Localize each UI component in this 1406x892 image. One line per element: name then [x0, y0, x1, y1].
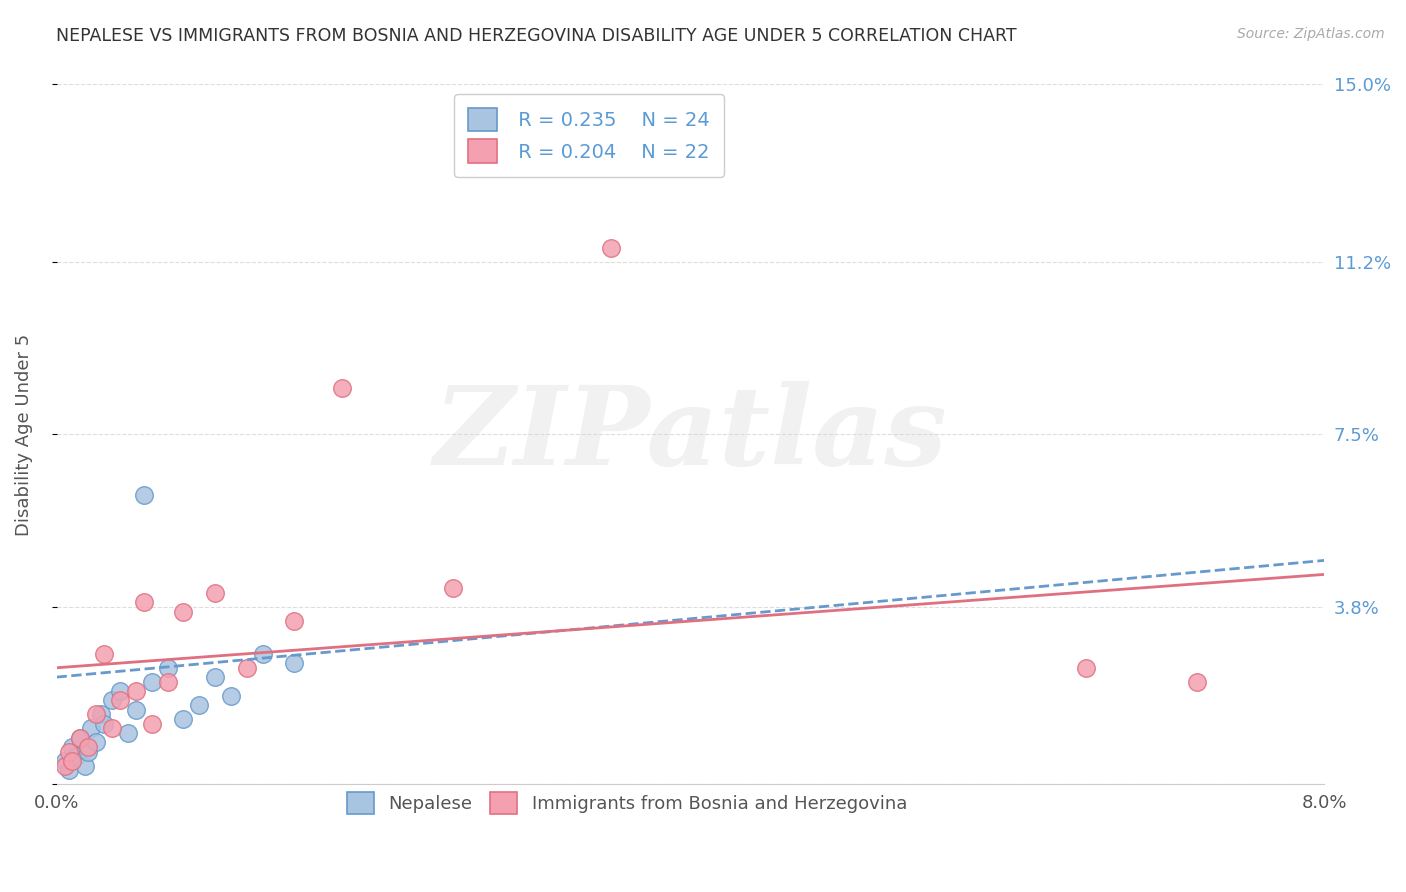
- Legend: Nepalese, Immigrants from Bosnia and Herzegovina: Nepalese, Immigrants from Bosnia and Her…: [336, 780, 918, 824]
- Point: [441, 582, 464, 596]
- Point: [172, 712, 194, 726]
- Point: [53, 758, 76, 772]
- Point: [172, 605, 194, 619]
- Point: [600, 241, 623, 255]
- Point: [141, 674, 163, 689]
- Point: [108, 693, 131, 707]
- Text: NEPALESE VS IMMIGRANTS FROM BOSNIA AND HERZEGOVINA DISABILITY AGE UNDER 5 CORREL: NEPALESE VS IMMIGRANTS FROM BOSNIA AND H…: [56, 27, 1017, 45]
- Point: [69, 731, 91, 745]
- Point: [69, 731, 91, 745]
- Point: [90, 707, 112, 722]
- Point: [132, 488, 155, 502]
- Point: [108, 684, 131, 698]
- Point: [132, 595, 155, 609]
- Point: [283, 614, 305, 628]
- Point: [252, 647, 274, 661]
- Point: [204, 670, 226, 684]
- Point: [125, 684, 148, 698]
- Point: [101, 693, 124, 707]
- Point: [235, 661, 257, 675]
- Point: [117, 726, 139, 740]
- Point: [58, 764, 80, 778]
- Point: [77, 740, 100, 755]
- Y-axis label: Disability Age Under 5: Disability Age Under 5: [15, 334, 32, 535]
- Point: [65, 749, 87, 764]
- Text: Source: ZipAtlas.com: Source: ZipAtlas.com: [1237, 27, 1385, 41]
- Point: [1076, 661, 1098, 675]
- Point: [156, 661, 179, 675]
- Point: [77, 745, 100, 759]
- Point: [330, 381, 353, 395]
- Point: [125, 703, 148, 717]
- Point: [101, 722, 124, 736]
- Point: [75, 758, 97, 772]
- Point: [84, 735, 107, 749]
- Point: [93, 716, 115, 731]
- Point: [156, 674, 179, 689]
- Point: [283, 656, 305, 670]
- Point: [84, 707, 107, 722]
- Text: ZIPatlas: ZIPatlas: [433, 381, 948, 488]
- Point: [219, 689, 242, 703]
- Point: [93, 647, 115, 661]
- Point: [58, 745, 80, 759]
- Point: [80, 722, 103, 736]
- Point: [1187, 674, 1209, 689]
- Point: [188, 698, 211, 712]
- Point: [53, 754, 76, 768]
- Point: [204, 586, 226, 600]
- Point: [62, 740, 84, 755]
- Point: [62, 754, 84, 768]
- Point: [141, 716, 163, 731]
